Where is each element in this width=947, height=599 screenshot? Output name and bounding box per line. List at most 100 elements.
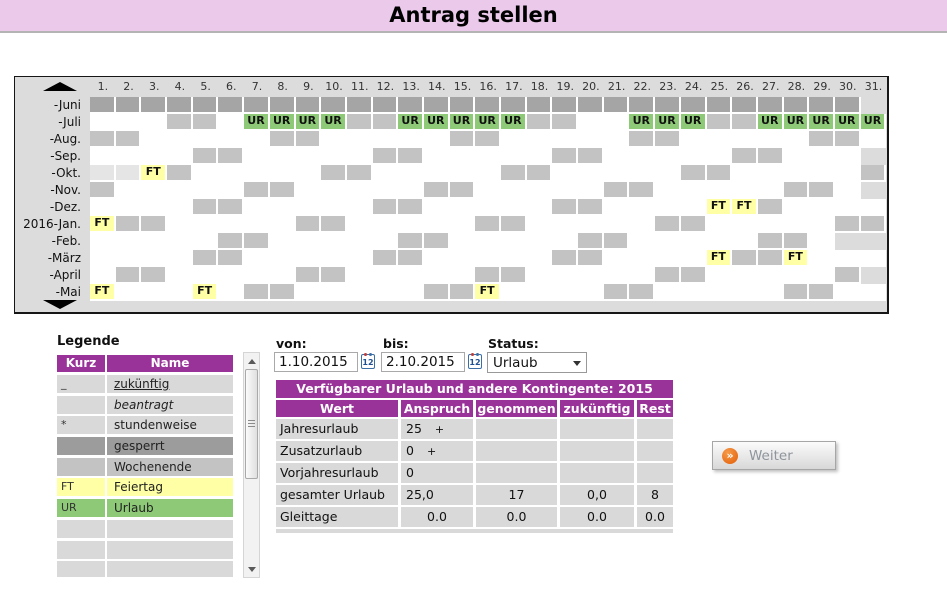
day-cell-sel [90, 165, 116, 182]
scrollbar-up-icon[interactable] [244, 354, 259, 368]
kontingent-row: Gleittage 0.0 0.0 0.0 0.0 [276, 507, 673, 527]
day-cell-we [629, 131, 656, 148]
kontingent-zukuenftig-cell: 0.0 [560, 507, 634, 527]
day-header: 24. [684, 80, 703, 93]
day-cell-we [757, 250, 784, 267]
day-cell-we [449, 131, 476, 148]
day-cell-we [449, 284, 476, 301]
day-cell-we [680, 267, 707, 284]
scrollbar-thumb[interactable] [245, 369, 258, 479]
col-wert: Wert [276, 400, 398, 417]
day-cell-p [167, 97, 193, 114]
expand-plus-icon[interactable]: + [426, 445, 437, 458]
day-cell-w [346, 284, 373, 301]
day-cell-ur: UR [680, 114, 707, 131]
day-cell-p [141, 97, 168, 114]
day-cell-w [167, 233, 193, 250]
day-cell-ur: UR [757, 114, 784, 131]
legend-name-cell: gesperrt [107, 437, 233, 456]
month-row: -März FT FT [15, 250, 887, 267]
day-cell-p [603, 97, 630, 114]
day-cell-we [90, 131, 116, 148]
day-cell-we [372, 114, 399, 131]
kontingente-table: Verfügbarer Urlaub und andere Kontingent… [276, 380, 673, 533]
day-cell-ur: UR [244, 114, 270, 131]
expand-plus-icon[interactable]: + [434, 423, 445, 436]
kontingent-genommen-cell [476, 419, 557, 439]
month-label: -Aug. [49, 132, 81, 146]
day-cell-w [115, 250, 142, 267]
day-cell-w [757, 131, 784, 148]
month-row: -Sep. [15, 148, 887, 165]
day-cell-we [475, 267, 501, 284]
day-cell-we [834, 216, 861, 233]
day-cell-ur: UR [501, 114, 527, 131]
col-genommen: genommen [476, 400, 557, 417]
day-cell-we [218, 199, 245, 216]
day-cell-we [501, 267, 527, 284]
day-cell-we [732, 114, 758, 131]
legend-scrollbar[interactable] [243, 352, 260, 578]
month-label: -April [49, 268, 82, 282]
day-cell-p [629, 97, 656, 114]
weiter-button[interactable]: » Weiter [712, 441, 836, 470]
day-cell-w [372, 165, 399, 182]
calendar-scroll-up-icon[interactable] [43, 82, 77, 91]
day-cell-w [603, 267, 630, 284]
day-cell-w [321, 284, 347, 301]
day-cell-we [552, 250, 579, 267]
day-cell-w [680, 148, 707, 165]
day-cell-we [475, 216, 501, 233]
day-cell-w [218, 267, 245, 284]
day-cell-we [167, 114, 193, 131]
day-cell-we [269, 284, 296, 301]
day-cell-w [115, 114, 142, 131]
kontingente-header-row: Wert Anspruch genommen zukünftig Rest [276, 400, 673, 417]
day-cell-p [244, 97, 270, 114]
day-cell-p [115, 97, 142, 114]
kontingent-row: Zusatzurlaub 0 + [276, 441, 673, 461]
day-header: 22. [633, 80, 652, 93]
kontingent-row: gesamter Urlaub 25,0 17 0,0 8 [276, 485, 673, 505]
scrollbar-down-icon[interactable] [244, 562, 259, 576]
day-cell-w [269, 148, 296, 165]
day-cell-w [501, 131, 527, 148]
day-cell-ft: FT [783, 250, 810, 267]
day-cell-w [629, 216, 656, 233]
day-cell-w [167, 216, 193, 233]
von-date-input[interactable] [274, 352, 358, 372]
calendar-scroll-down-icon[interactable] [43, 300, 77, 309]
kontingent-anspruch-cell: 0 [401, 463, 473, 483]
day-cell-we [244, 233, 270, 250]
day-cell-w [115, 182, 142, 199]
col-anspruch: Anspruch [401, 400, 473, 417]
bis-calendar-icon[interactable]: 12 [468, 353, 482, 369]
von-calendar-icon[interactable]: 12 [361, 353, 375, 369]
day-cell-w [706, 216, 733, 233]
day-cell-we [578, 148, 604, 165]
day-cell-w [475, 182, 501, 199]
legend-row: FT Feiertag [57, 478, 235, 497]
kontingent-rest-cell [637, 441, 673, 461]
day-header: 19. [556, 80, 574, 93]
legend-kurz-cell [57, 437, 105, 456]
status-select[interactable]: Urlaub [487, 352, 587, 373]
month-row: -Mai FT FT FT [15, 284, 887, 301]
day-cell-w [809, 267, 835, 284]
day-cell-w [655, 165, 681, 182]
day-cell-we [860, 165, 887, 182]
legend-header-row: Kurz Name [57, 355, 235, 372]
day-header: 3. [148, 80, 160, 93]
month-label: -Mai [55, 285, 81, 299]
bis-date-input[interactable] [381, 352, 465, 372]
day-cell-w [680, 131, 707, 148]
legend-name-cell [107, 540, 233, 559]
day-cell-w [90, 250, 116, 267]
day-cell-we [423, 182, 450, 199]
day-cell-w [244, 199, 270, 216]
day-cell-w [398, 131, 424, 148]
legend-kurz-cell: _ [57, 375, 105, 393]
day-cell-ft: FT [706, 250, 733, 267]
day-cell-w [398, 165, 424, 182]
day-cell-w [398, 182, 424, 199]
